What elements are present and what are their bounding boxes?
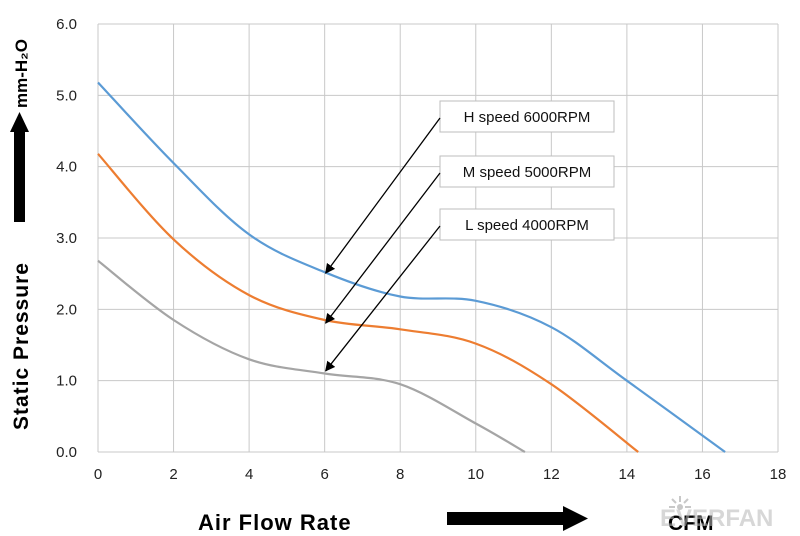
y-axis-label: Static Pressure (10, 262, 33, 430)
legend-annotations: H speed 6000RPM M speed 5000RPM L speed 40… (325, 100, 615, 372)
x-tick-label-9: 18 (770, 466, 787, 483)
y-axis-unit: mm-H₂O (12, 39, 31, 108)
annotation-arrow-0 (325, 117, 441, 274)
y-axis-title: Static Pressure mm-H₂O (10, 39, 33, 430)
x-axis-title: Air Flow Rate CFM (198, 506, 714, 535)
grid-lines (97, 23, 779, 453)
x-tick-label-0: 0 (94, 466, 102, 483)
series-line-0 (97, 81, 726, 453)
y-tick-label-6: 6.0 (56, 16, 77, 33)
annotation-box-1 (439, 155, 615, 188)
x-axis-arrow-shaft (447, 512, 565, 525)
x-tick-label-8: 16 (694, 466, 711, 483)
annotation-label-0: H speed 6000RPM (464, 109, 591, 126)
y-tick-label-2: 2.0 (56, 301, 77, 318)
x-tick-label-5: 10 (467, 466, 484, 483)
annotation-arrow-2 (325, 225, 441, 372)
y-tick-label-1: 1.0 (56, 373, 77, 390)
x-axis-arrow-head (563, 506, 588, 531)
series-line-2 (97, 259, 526, 453)
x-tick-label-7: 14 (619, 466, 636, 483)
y-tick-label-4: 4.0 (56, 159, 77, 176)
x-tick-labels: 0 2 4 6 8 10 12 14 16 18 (94, 466, 787, 483)
x-tick-label-2: 4 (245, 466, 253, 483)
annotation-label-2: L speed 4000RPM (465, 217, 589, 234)
x-axis-unit: CFM (668, 512, 714, 535)
sun-burst-icon (669, 496, 691, 510)
watermark: EVERFAN (660, 496, 773, 532)
y-axis-arrow-shaft (14, 130, 25, 222)
x-tick-label-6: 12 (543, 466, 560, 483)
x-tick-label-3: 6 (320, 466, 328, 483)
y-axis-arrow-head (10, 112, 29, 132)
watermark-text: EVERFAN (660, 505, 773, 532)
y-tick-label-3: 3.0 (56, 230, 77, 247)
annotation-arrow-1 (325, 172, 441, 324)
x-axis-label: Air Flow Rate (198, 510, 352, 535)
y-tick-label-5: 5.0 (56, 87, 77, 104)
annotation-label-1: M speed 5000RPM (463, 164, 591, 181)
x-tick-label-1: 2 (169, 466, 177, 483)
series-lines (97, 81, 726, 453)
annotation-box-2 (439, 208, 615, 241)
y-tick-label-0: 0.0 (56, 444, 77, 461)
y-tick-labels: 0.0 1.0 2.0 3.0 4.0 5.0 6.0 (56, 16, 77, 461)
x-tick-label-4: 8 (396, 466, 404, 483)
annotation-box-0 (439, 100, 615, 133)
series-line-1 (97, 153, 639, 453)
